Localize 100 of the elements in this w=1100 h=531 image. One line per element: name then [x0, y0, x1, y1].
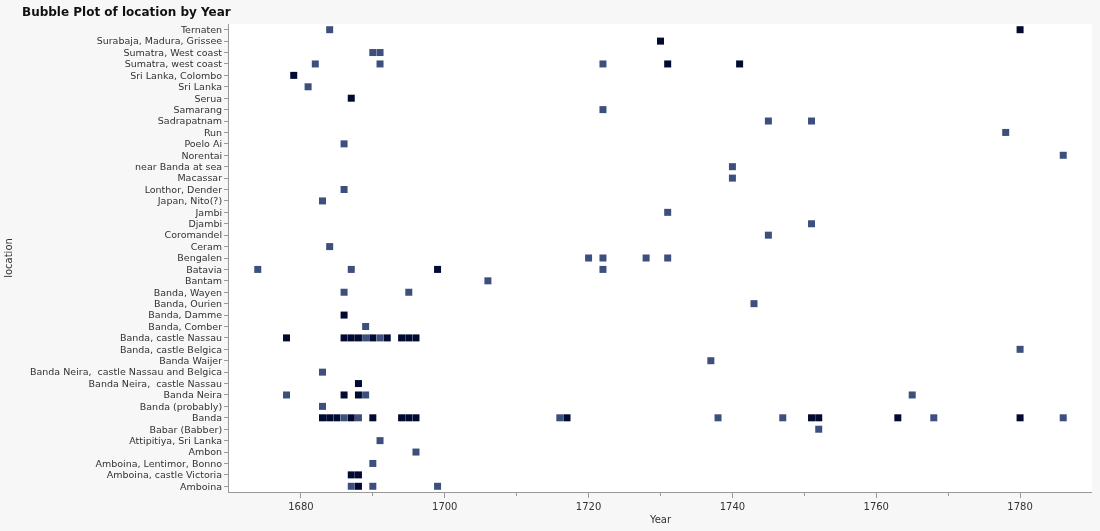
point	[340, 414, 348, 422]
y-tick-label: Macassar	[177, 172, 223, 184]
y-tick-label: Serua	[194, 92, 223, 104]
y-tick-label: Jambi	[194, 206, 223, 218]
point	[484, 277, 492, 285]
point	[340, 186, 348, 194]
point	[318, 368, 326, 376]
point	[326, 26, 334, 34]
y-tick-label: Ternaten	[179, 24, 223, 36]
point	[340, 140, 348, 148]
point	[930, 414, 938, 422]
point	[283, 391, 291, 399]
point	[347, 334, 355, 342]
y-tick-label: Banda Neira, castle Nassau and Belgica	[29, 366, 223, 378]
point	[254, 265, 262, 273]
y-tick-label: Banda, Ourien	[153, 297, 223, 309]
point	[304, 83, 312, 91]
point	[369, 49, 377, 57]
y-tick-label: Banda (probably)	[139, 400, 223, 412]
x-axis-title: Year	[648, 513, 672, 525]
y-tick-label: Sri Lanka	[178, 81, 223, 93]
y-tick-label: Banda	[191, 412, 223, 424]
x-tick-label: 1740	[719, 501, 746, 512]
point	[1059, 414, 1067, 422]
point	[764, 117, 772, 125]
y-tick-label: Amboina, castle Victoria	[106, 469, 223, 481]
point	[434, 482, 442, 490]
y-tick-label: Attipitiya, Sri Lanka	[129, 434, 223, 446]
y-tick-label: Banda, Damme	[148, 309, 223, 321]
x-tick-label: 1760	[863, 501, 889, 512]
point	[340, 288, 348, 296]
y-tick-label: Bantam	[184, 275, 223, 287]
point	[354, 391, 362, 399]
point	[398, 414, 406, 422]
y-axis-title: location	[2, 238, 14, 278]
point	[362, 391, 370, 399]
point	[599, 265, 607, 273]
y-tick-label: Bengalen	[177, 252, 223, 264]
point	[1002, 128, 1010, 136]
point	[318, 402, 326, 410]
point	[563, 414, 571, 422]
point	[808, 414, 816, 422]
point	[664, 208, 672, 216]
point	[750, 300, 758, 308]
y-tick-label: Banda, castle Nassau	[119, 332, 223, 344]
point	[728, 163, 736, 171]
point	[585, 254, 593, 262]
point	[376, 437, 384, 445]
y-tick-label: Ceram	[190, 240, 223, 252]
point	[707, 357, 715, 365]
point	[412, 414, 420, 422]
y-tick-label: Japan, Nito(?)	[156, 195, 223, 207]
y-tick-label: Samarang	[173, 103, 223, 115]
point	[728, 174, 736, 182]
y-tick-label: Coromandel	[164, 229, 223, 241]
point	[326, 243, 334, 251]
point	[764, 231, 772, 239]
point	[664, 254, 672, 262]
y-tick-label: Norentai	[181, 149, 223, 161]
x-tick-label: 1720	[575, 501, 602, 512]
point	[383, 334, 391, 342]
point	[405, 414, 413, 422]
y-tick-label: Sumatra, west coast	[124, 58, 223, 70]
point	[405, 334, 413, 342]
y-tick-label: Banda Neira	[163, 389, 223, 401]
y-tick-label: Surabaja, Madura, Grissee	[96, 35, 223, 47]
y-tick-label: Banda, Comber	[148, 320, 223, 332]
point	[714, 414, 722, 422]
y-tick-label: Banda Neira, castle Nassau	[88, 377, 223, 389]
y-tick-label: Ambon	[188, 446, 223, 458]
y-tick-label: Poelo Ai	[184, 138, 223, 150]
y-tick-label: Batavia	[186, 263, 223, 275]
point	[599, 106, 607, 114]
point	[808, 220, 816, 228]
point	[347, 482, 355, 490]
x-tick-label: 1700	[432, 501, 458, 512]
y-tick-label: Run	[203, 126, 223, 138]
point	[815, 414, 823, 422]
point	[369, 459, 377, 467]
point	[894, 414, 902, 422]
point	[1016, 414, 1024, 422]
point	[412, 448, 420, 456]
point	[362, 322, 370, 330]
point	[333, 414, 341, 422]
point	[1016, 345, 1024, 353]
y-tick-label: near Banda at sea	[135, 161, 223, 172]
y-tick-label: Babar (Babber)	[149, 423, 223, 435]
y-tick-label: Banda, castle Belgica	[119, 343, 223, 355]
y-tick-label: Sri Lanka, Colombo	[130, 69, 223, 81]
y-tick-label: Sumatra, West coast	[123, 46, 223, 58]
y-tick-label: Banda, Wayen	[153, 286, 223, 298]
x-tick-label: 1680	[288, 501, 314, 512]
point	[779, 414, 787, 422]
point	[1059, 151, 1067, 159]
x-tick-label: 1780	[1007, 501, 1033, 512]
y-tick-label: Amboina	[180, 480, 223, 492]
y-tick-label: Banda Waijer	[159, 355, 223, 367]
y-tick-label: Lonthor, Dender	[144, 183, 223, 195]
y-tick-label: Sadrapatnam	[157, 115, 223, 127]
point	[434, 265, 442, 273]
